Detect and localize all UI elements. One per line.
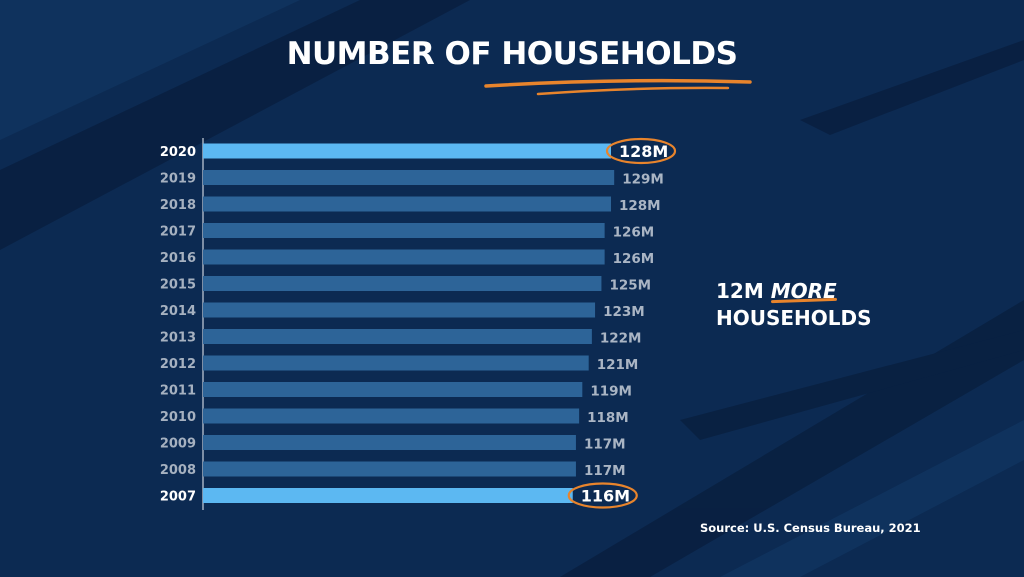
- year-label-2011: 2011: [160, 384, 196, 399]
- value-label-2015: 125M: [609, 278, 651, 294]
- bar-2015: [203, 276, 602, 291]
- value-label-2012: 121M: [597, 357, 639, 373]
- value-label-2008: 117M: [584, 463, 626, 479]
- year-label-2014: 2014: [160, 304, 196, 319]
- bar-2019: [203, 170, 615, 185]
- year-label-2017: 2017: [160, 225, 196, 240]
- bar-2017: [203, 223, 605, 238]
- year-label-2013: 2013: [160, 331, 196, 346]
- year-label-2008: 2008: [160, 463, 196, 478]
- value-label-2017: 126M: [613, 225, 655, 241]
- callout-number: 12M: [716, 279, 764, 303]
- bar-2020: [203, 143, 611, 159]
- callout-text: 12M MORE HOUSEHOLDS: [716, 278, 872, 332]
- year-label-2019: 2019: [160, 172, 196, 187]
- bar-2013: [203, 329, 592, 344]
- bar-2009: [203, 435, 576, 450]
- bar-2012: [203, 355, 589, 371]
- year-label-2016: 2016: [160, 251, 196, 266]
- value-label-2020: 128M: [619, 142, 668, 161]
- year-label-2018: 2018: [160, 198, 196, 213]
- bar-2010: [203, 408, 580, 424]
- chart-title: NUMBER OF HOUSEHOLDS: [0, 36, 1024, 72]
- bar-2011: [203, 382, 583, 397]
- year-label-2012: 2012: [160, 357, 196, 372]
- value-label-2014: 123M: [603, 304, 645, 320]
- year-label-2020: 2020: [160, 145, 196, 160]
- year-label-2010: 2010: [160, 410, 196, 425]
- callout-line-1: 12M MORE: [716, 278, 872, 305]
- highlight-ring-2007: [567, 482, 638, 509]
- bar-2018: [203, 196, 611, 212]
- title-prefix: NUMBER OF: [286, 36, 492, 72]
- year-label-2009: 2009: [160, 437, 196, 452]
- callout-line-2: HOUSEHOLDS: [716, 306, 872, 330]
- highlight-ring-2020: [605, 137, 677, 165]
- title-highlight: HOUSEHOLDS: [501, 36, 738, 72]
- bar-2008: [203, 461, 576, 477]
- year-label-2007: 2007: [160, 490, 196, 505]
- title-underline-stroke: [484, 78, 752, 96]
- value-label-2013: 122M: [600, 331, 642, 347]
- source-note: Source: U.S. Census Bureau, 2021: [700, 521, 921, 535]
- value-label-2018: 128M: [619, 198, 661, 214]
- bar-2007: [203, 488, 573, 503]
- callout-emphasis: MORE: [770, 279, 837, 303]
- value-label-2007: 116M: [581, 487, 630, 506]
- year-label-2015: 2015: [160, 278, 196, 293]
- value-label-2009: 117M: [584, 437, 626, 453]
- value-label-2016: 126M: [613, 251, 655, 267]
- value-label-2011: 119M: [590, 384, 632, 400]
- value-label-2010: 118M: [587, 410, 629, 426]
- value-label-2019: 129M: [622, 172, 664, 188]
- bar-2014: [203, 302, 596, 318]
- bar-2016: [203, 249, 605, 265]
